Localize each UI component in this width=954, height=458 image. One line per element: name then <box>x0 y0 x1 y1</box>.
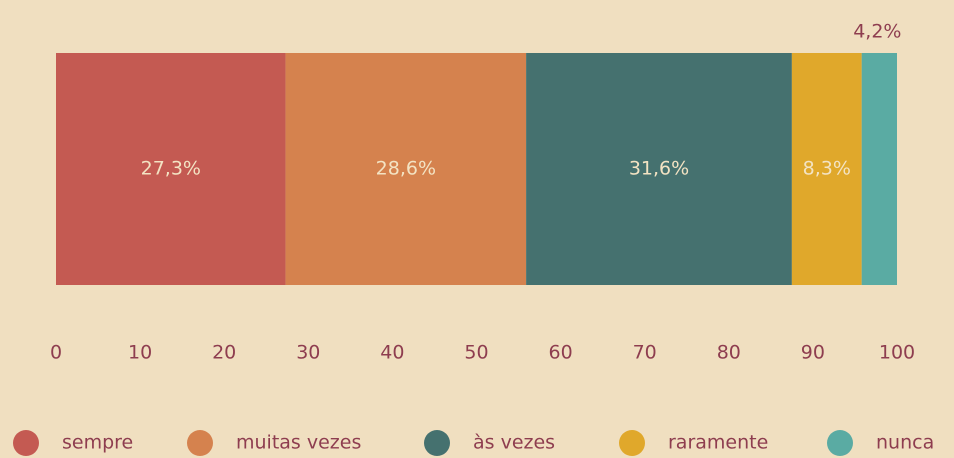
bar-segment <box>526 53 792 285</box>
data-label: 8,3% <box>803 158 851 180</box>
data-label: 28,6% <box>376 158 436 180</box>
x-tick-label: 20 <box>212 342 236 364</box>
x-tick-label: 40 <box>380 342 404 364</box>
legend-label: muitas vezes <box>236 432 361 454</box>
x-tick-label: 70 <box>633 342 657 364</box>
legend-swatch <box>187 430 213 456</box>
legend-label: raramente <box>668 432 768 454</box>
legend-label: às vezes <box>473 432 555 454</box>
bar-segment <box>285 53 527 285</box>
legend-swatch <box>13 430 39 456</box>
data-label: 31,6% <box>629 158 689 180</box>
legend-label: nunca <box>876 432 934 454</box>
x-tick-label: 100 <box>879 342 915 364</box>
data-label: 4,2% <box>853 21 901 43</box>
data-label: 27,3% <box>141 158 201 180</box>
x-tick-label: 90 <box>801 342 825 364</box>
x-tick-label: 80 <box>717 342 741 364</box>
bar-segment <box>56 53 286 285</box>
bar-segment <box>791 53 862 285</box>
bar-segment <box>861 53 897 285</box>
legend-swatch <box>827 430 853 456</box>
legend-swatch <box>619 430 645 456</box>
x-tick-label: 60 <box>549 342 573 364</box>
legend-swatch <box>424 430 450 456</box>
x-tick-label: 30 <box>296 342 320 364</box>
x-tick-label: 10 <box>128 342 152 364</box>
legend-label: sempre <box>62 432 133 454</box>
x-tick-label: 0 <box>50 342 62 364</box>
x-tick-label: 50 <box>464 342 488 364</box>
